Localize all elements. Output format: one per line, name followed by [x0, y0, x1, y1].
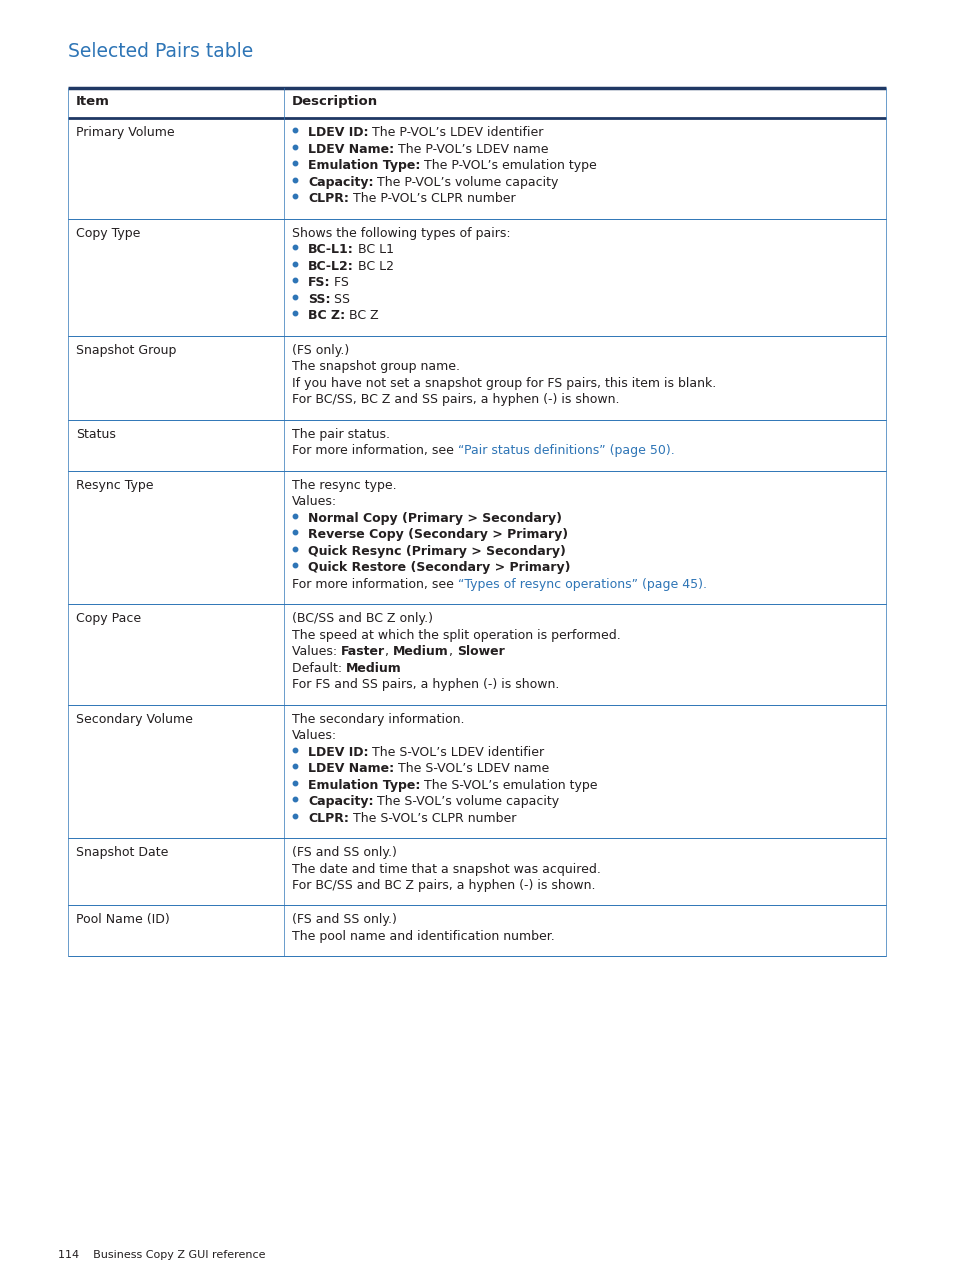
Text: LDEV Name:: LDEV Name: — [308, 142, 394, 155]
Text: (FS and SS only.): (FS and SS only.) — [292, 914, 396, 927]
Text: LDEV Name:: LDEV Name: — [308, 763, 394, 775]
Text: ,: , — [385, 644, 393, 658]
Text: Slower: Slower — [456, 644, 504, 658]
Text: (BC/SS and BC Z only.): (BC/SS and BC Z only.) — [292, 613, 433, 625]
Text: The speed at which the split operation is performed.: The speed at which the split operation i… — [292, 628, 620, 642]
Text: Reverse Copy (Secondary > Primary): Reverse Copy (Secondary > Primary) — [308, 527, 568, 541]
Text: Pool Name (ID): Pool Name (ID) — [76, 914, 170, 927]
Text: The P-VOL’s CLPR number: The P-VOL’s CLPR number — [349, 192, 515, 205]
Text: LDEV ID:: LDEV ID: — [308, 126, 368, 139]
Text: The P-VOL’s LDEV name: The P-VOL’s LDEV name — [394, 142, 548, 155]
Text: Capacity:: Capacity: — [308, 794, 374, 808]
Text: Emulation Type:: Emulation Type: — [308, 159, 420, 172]
Text: Default:: Default: — [292, 661, 346, 675]
Text: Resync Type: Resync Type — [76, 478, 153, 492]
Text: Copy Type: Copy Type — [76, 226, 140, 239]
Text: Description: Description — [292, 95, 377, 108]
Text: Medium: Medium — [393, 644, 449, 658]
Text: The pair status.: The pair status. — [292, 427, 390, 441]
Text: Shows the following types of pairs:: Shows the following types of pairs: — [292, 226, 510, 239]
Text: 114    Business Copy Z GUI reference: 114 Business Copy Z GUI reference — [58, 1249, 265, 1260]
Text: The S-VOL’s emulation type: The S-VOL’s emulation type — [420, 779, 598, 792]
Text: FS: FS — [330, 276, 349, 289]
Text: BC Z:: BC Z: — [308, 309, 345, 322]
Text: For more information, see: For more information, see — [292, 444, 457, 458]
Text: For BC/SS and BC Z pairs, a hyphen (-) is shown.: For BC/SS and BC Z pairs, a hyphen (-) i… — [292, 880, 595, 892]
Text: BC L2: BC L2 — [354, 259, 394, 272]
Text: BC-L2:: BC-L2: — [308, 259, 354, 272]
Text: Quick Restore (Secondary > Primary): Quick Restore (Secondary > Primary) — [308, 561, 570, 574]
Text: Quick Resync (Primary > Secondary): Quick Resync (Primary > Secondary) — [308, 544, 565, 558]
Text: The P-VOL’s volume capacity: The P-VOL’s volume capacity — [374, 175, 558, 188]
Text: (FS only.): (FS only.) — [292, 343, 349, 356]
Text: Secondary Volume: Secondary Volume — [76, 713, 193, 726]
Text: Capacity:: Capacity: — [308, 175, 374, 188]
Text: Values:: Values: — [292, 644, 341, 658]
Text: Item: Item — [76, 95, 110, 108]
Text: Emulation Type:: Emulation Type: — [308, 779, 420, 792]
Text: Faster: Faster — [341, 644, 385, 658]
Text: The S-VOL’s LDEV name: The S-VOL’s LDEV name — [394, 763, 549, 775]
Text: Values:: Values: — [292, 730, 336, 742]
Text: Medium: Medium — [346, 661, 401, 675]
Text: Normal Copy (Primary > Secondary): Normal Copy (Primary > Secondary) — [308, 511, 561, 525]
Text: Primary Volume: Primary Volume — [76, 126, 174, 139]
Text: (FS and SS only.): (FS and SS only.) — [292, 846, 396, 859]
Text: FS:: FS: — [308, 276, 330, 289]
Text: ,: , — [449, 644, 456, 658]
Text: BC L1: BC L1 — [354, 243, 394, 255]
Text: For more information, see: For more information, see — [292, 577, 457, 591]
Text: Status: Status — [76, 427, 115, 441]
Text: Copy Pace: Copy Pace — [76, 613, 141, 625]
Text: Selected Pairs table: Selected Pairs table — [68, 42, 253, 61]
Text: BC-L1:: BC-L1: — [308, 243, 354, 255]
Text: Snapshot Group: Snapshot Group — [76, 343, 176, 356]
Text: Values:: Values: — [292, 494, 336, 508]
Text: For BC/SS, BC Z and SS pairs, a hyphen (-) is shown.: For BC/SS, BC Z and SS pairs, a hyphen (… — [292, 393, 618, 405]
Text: “Pair status definitions” (page 50).: “Pair status definitions” (page 50). — [457, 444, 674, 458]
Text: The S-VOL’s LDEV identifier: The S-VOL’s LDEV identifier — [368, 746, 544, 759]
Text: SS:: SS: — [308, 292, 330, 305]
Text: The snapshot group name.: The snapshot group name. — [292, 360, 459, 372]
Text: CLPR:: CLPR: — [308, 811, 349, 825]
Text: LDEV ID:: LDEV ID: — [308, 746, 368, 759]
Text: The pool name and identification number.: The pool name and identification number. — [292, 930, 554, 943]
Text: The P-VOL’s LDEV identifier: The P-VOL’s LDEV identifier — [368, 126, 543, 139]
Text: If you have not set a snapshot group for FS pairs, this item is blank.: If you have not set a snapshot group for… — [292, 376, 716, 389]
Text: SS: SS — [330, 292, 350, 305]
Text: The date and time that a snapshot was acquired.: The date and time that a snapshot was ac… — [292, 863, 600, 876]
Text: The P-VOL’s emulation type: The P-VOL’s emulation type — [420, 159, 597, 172]
Text: For FS and SS pairs, a hyphen (-) is shown.: For FS and SS pairs, a hyphen (-) is sho… — [292, 677, 558, 691]
Text: Snapshot Date: Snapshot Date — [76, 846, 168, 859]
Text: The resync type.: The resync type. — [292, 478, 396, 492]
Text: CLPR:: CLPR: — [308, 192, 349, 205]
Text: The S-VOL’s CLPR number: The S-VOL’s CLPR number — [349, 811, 516, 825]
Text: “Types of resync operations” (page 45).: “Types of resync operations” (page 45). — [457, 577, 706, 591]
Text: BC Z: BC Z — [345, 309, 378, 322]
Text: The secondary information.: The secondary information. — [292, 713, 464, 726]
Text: The S-VOL’s volume capacity: The S-VOL’s volume capacity — [374, 794, 559, 808]
